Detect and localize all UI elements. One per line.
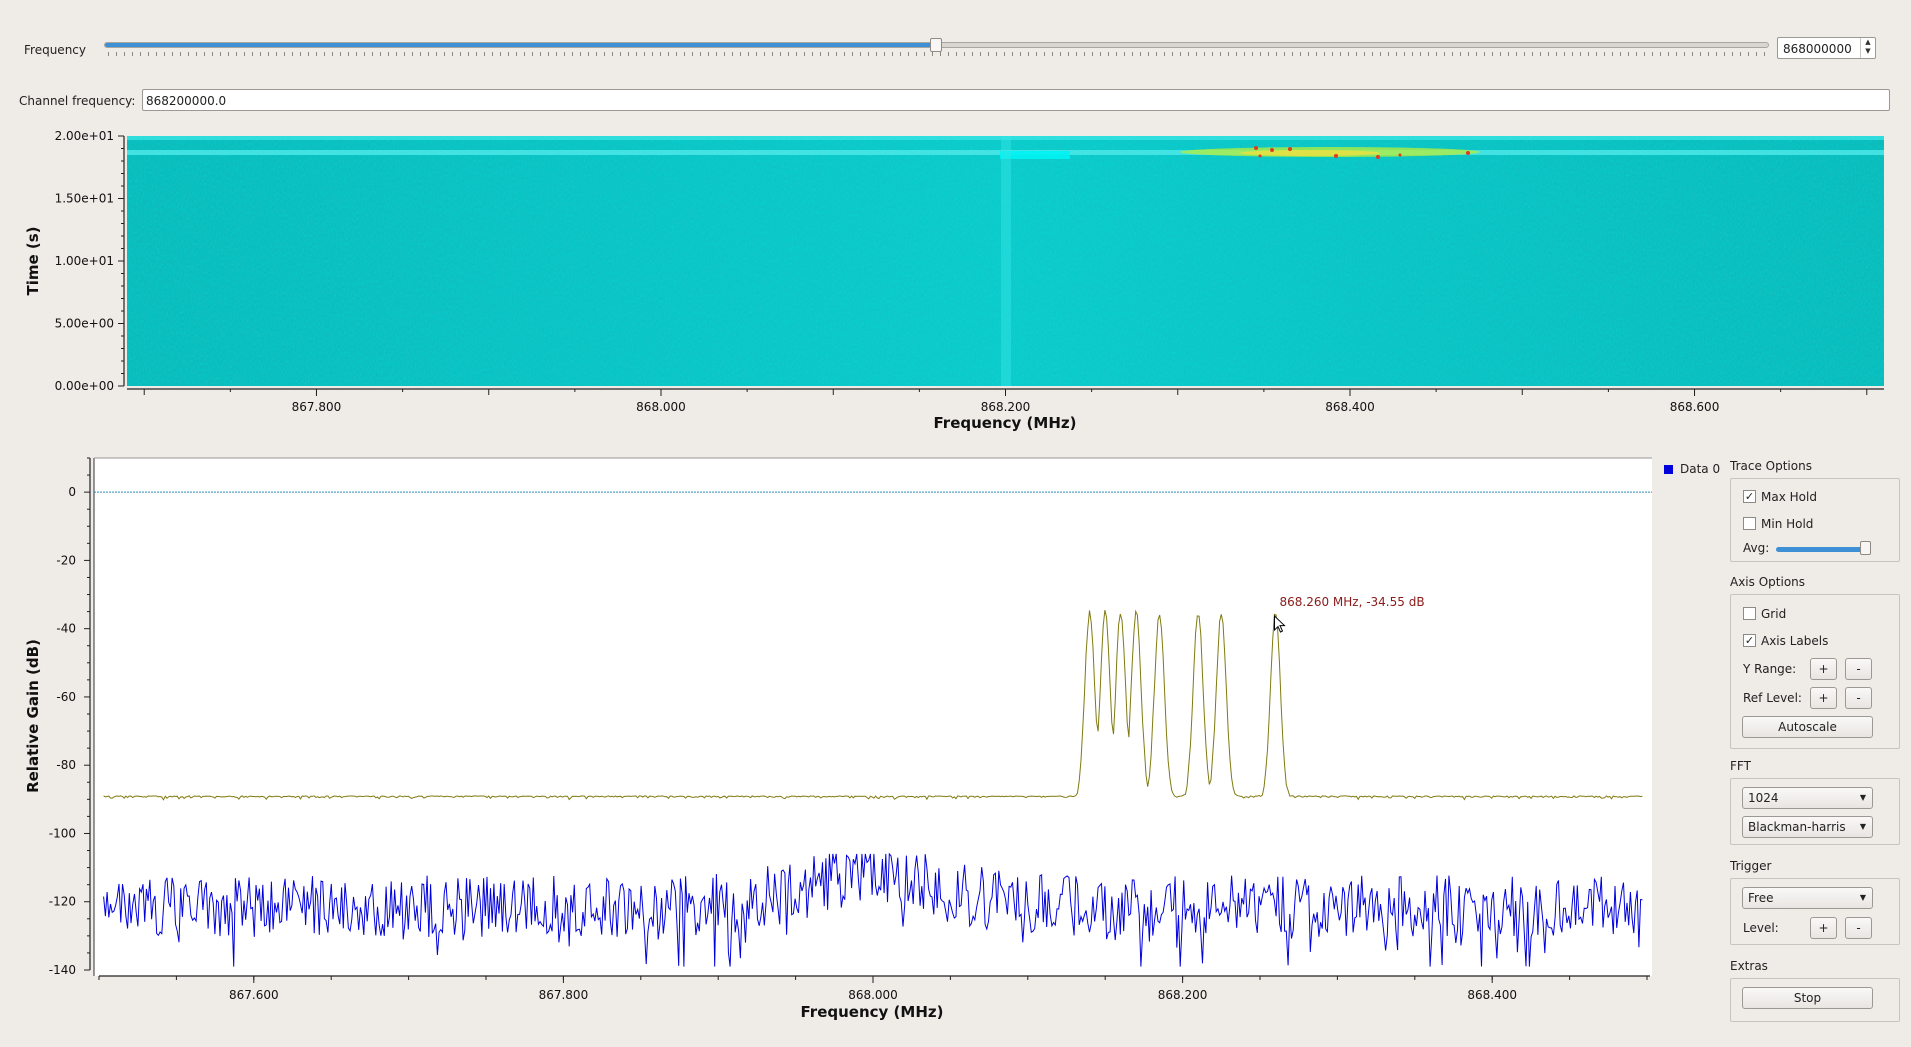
chevron-down-icon: ▼ — [1859, 793, 1866, 802]
spectrum-y-tick-label: -140 — [49, 963, 76, 977]
frequency-spinbox[interactable]: 868000000 ▲ ▼ — [1777, 37, 1876, 59]
trace-options-title: Trace Options — [1730, 459, 1812, 473]
waterfall-y-tick-label: 0.00e+00 — [55, 379, 114, 393]
chevron-down-icon: ▼ — [1859, 893, 1866, 902]
ref-level-label: Ref Level: — [1743, 691, 1802, 705]
trigger-mode-select[interactable]: Free ▼ — [1742, 887, 1873, 909]
trace-max-hold — [103, 609, 1643, 801]
spectrum-ylabel: Relative Gain (dB) — [24, 639, 42, 793]
waterfall-y-tick-label: 1.50e+01 — [55, 192, 114, 206]
min-hold-label: Min Hold — [1761, 517, 1814, 531]
waterfall-y-tick-label: 1.00e+01 — [55, 254, 114, 268]
chevron-down-icon: ▼ — [1859, 822, 1866, 831]
waterfall-x-tick-label: 868.000 — [636, 400, 686, 414]
trigger-title: Trigger — [1730, 859, 1772, 873]
spinbox-arrows[interactable]: ▲ ▼ — [1860, 38, 1875, 58]
stop-button[interactable]: Stop — [1742, 987, 1873, 1009]
spectrum-y-tick-label: -120 — [49, 895, 76, 909]
mouse-cursor-icon — [1273, 614, 1286, 633]
spectrum-panel: 0 -20 -40 -60 -80 -100 -120 -140 867.600 867.800… — [0, 452, 1700, 1032]
spectrum-x-tick-label: 868.200 — [1158, 988, 1208, 1002]
spectrum-x-tick-label: 867.800 — [539, 988, 589, 1002]
legend-swatch-data-0 — [1664, 465, 1673, 474]
waterfall-center-glow — [1000, 151, 1070, 159]
waterfall-signal-core — [1240, 150, 1380, 156]
fft-size-value: 1024 — [1748, 791, 1779, 805]
axis-options-title: Axis Options — [1730, 575, 1806, 589]
waterfall-panel: 2.00e+01 1.50e+01 1.00e+01 5.00e+00 0.00e+00… — [0, 126, 1911, 436]
avg-slider[interactable] — [1776, 547, 1870, 552]
spectrum-x-tick-label: 868.000 — [848, 988, 898, 1002]
frequency-spinbox-value: 868000000 — [1783, 42, 1852, 56]
frequency-slider-fill — [105, 43, 936, 47]
min-hold-checkbox[interactable] — [1743, 517, 1756, 530]
y-range-minus-button[interactable]: - — [1845, 658, 1872, 680]
max-hold-label: Max Hold — [1761, 490, 1817, 504]
window-select[interactable]: Blackman-harris ▼ — [1742, 816, 1873, 838]
spectrum-y-tick-label: 0 — [68, 485, 76, 499]
frequency-slider-handle[interactable] — [930, 38, 942, 52]
trigger-mode-value: Free — [1748, 891, 1774, 905]
waterfall-top-band — [127, 136, 1884, 140]
axis-labels-label: Axis Labels — [1761, 634, 1829, 648]
waterfall-y-tick-label: 2.00e+01 — [55, 129, 114, 143]
autoscale-button[interactable]: Autoscale — [1742, 716, 1873, 738]
waterfall-x-tick-label: 868.200 — [981, 400, 1031, 414]
spectrum-xlabel: Frequency (MHz) — [801, 1003, 944, 1021]
frequency-slider[interactable] — [104, 38, 1769, 52]
frequency-label: Frequency — [24, 43, 86, 57]
spectrum-y-tick-label: -80 — [56, 758, 76, 772]
channel-frequency-input[interactable]: 868200000.0 — [142, 89, 1890, 111]
spectrum-y-ticks: 0 -20 -40 -60 -80 -100 -120 -140 — [49, 457, 90, 977]
spectrum-y-tick-label: -40 — [56, 622, 76, 636]
axis-labels-checkbox[interactable]: ✓ — [1743, 634, 1756, 647]
channel-frequency-value: 868200000.0 — [146, 94, 227, 108]
extras-title: Extras — [1730, 959, 1768, 973]
waterfall-x-tick-label: 868.600 — [1670, 400, 1720, 414]
fft-size-select[interactable]: 1024 ▼ — [1742, 787, 1873, 809]
spectrum-plot-area — [94, 458, 1652, 976]
ref-level-minus-button[interactable]: - — [1845, 687, 1872, 709]
avg-label: Avg: — [1743, 541, 1770, 555]
trace-data-0 — [103, 852, 1643, 967]
spectrum-x-tick-label: 868.400 — [1467, 988, 1517, 1002]
spectrum-svg: 0 -20 -40 -60 -80 -100 -120 -140 867.600 867.800… — [24, 457, 1652, 1021]
waterfall-x-tick-label: 867.800 — [292, 400, 342, 414]
waterfall-noise — [127, 136, 1884, 386]
ref-level-plus-button[interactable]: + — [1810, 687, 1837, 709]
waterfall-y-tick-label: 5.00e+00 — [55, 317, 114, 331]
channel-frequency-label: Channel frequency: — [19, 94, 136, 108]
waterfall-center-line — [1001, 136, 1011, 386]
spectrum-x-tick-label: 867.600 — [229, 988, 279, 1002]
trigger-level-minus-button[interactable]: - — [1845, 917, 1872, 939]
waterfall-x-tick-label: 868.400 — [1325, 400, 1375, 414]
grid-label: Grid — [1761, 607, 1787, 621]
avg-slider-handle[interactable] — [1860, 541, 1871, 555]
waterfall-hotspots — [1254, 146, 1470, 159]
trigger-level-plus-button[interactable]: + — [1810, 917, 1837, 939]
waterfall-ylabel: Time (s) — [24, 226, 42, 295]
spectrum-x-ticks: 867.600 867.800 868.000 868.200 868.400 — [98, 976, 1648, 1002]
y-range-plus-button[interactable]: + — [1810, 658, 1837, 680]
spectrum-y-tick-label: -20 — [56, 553, 76, 567]
waterfall-xlabel: Frequency (MHz) — [934, 414, 1077, 432]
window-value: Blackman-harris — [1748, 820, 1846, 834]
spectrum-y-tick-label: -100 — [49, 826, 76, 840]
y-range-label: Y Range: — [1743, 662, 1797, 676]
fft-title: FFT — [1730, 759, 1751, 773]
grid-checkbox[interactable] — [1743, 607, 1756, 620]
waterfall-svg: 2.00e+01 1.50e+01 1.00e+01 5.00e+00 0.00e+00… — [24, 129, 1884, 432]
waterfall-x-ticks: 867.800 868.000 868.200 868.400 868.600 — [143, 389, 1868, 414]
marker-readout: 868.260 MHz, -34.55 dB — [1279, 595, 1424, 609]
frequency-slider-ticks — [108, 52, 1765, 56]
trigger-level-label: Level: — [1743, 921, 1779, 935]
legend-label-data-0[interactable]: Data 0 — [1680, 462, 1721, 476]
waterfall-y-ticks: 2.00e+01 1.50e+01 1.00e+01 5.00e+00 0.00e+00 — [55, 129, 124, 393]
spectrum-y-tick-label: -60 — [56, 690, 76, 704]
max-hold-checkbox[interactable]: ✓ — [1743, 490, 1756, 503]
